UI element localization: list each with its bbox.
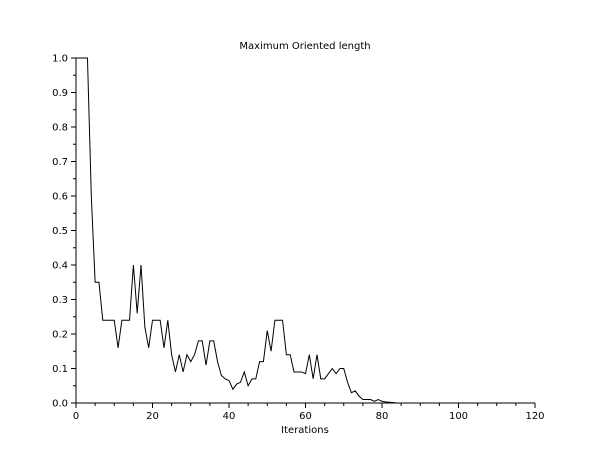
y-tick-label: 0.3: [52, 295, 68, 306]
y-tick-label: 0.7: [52, 157, 68, 168]
y-tick-label: 0.6: [52, 192, 68, 203]
y-tick-label: 0.8: [52, 123, 68, 134]
y-tick-label: 0.0: [52, 399, 68, 410]
series-line: [76, 57, 398, 404]
x-tick-label: 120: [525, 411, 544, 422]
plot-area: [76, 57, 398, 404]
x-tick-label: 0: [73, 411, 79, 422]
y-tick-label: 0.1: [52, 364, 68, 375]
x-tick-label: 60: [299, 411, 312, 422]
y-tick-label: 1.0: [52, 54, 68, 65]
x-tick-label: 20: [146, 411, 159, 422]
y-tick-label: 0.9: [52, 88, 68, 99]
y-tick-label: 0.5: [52, 226, 68, 237]
chart-title: Maximum Oriented length: [239, 41, 370, 52]
ticks: 0 20 40 60 80 100 120 0.0 0.1 0.2 0.3 0.4 0.5 0.6 0.7 0…: [52, 54, 544, 423]
y-tick-label: 0.4: [52, 261, 68, 272]
x-tick-label: 80: [376, 411, 389, 422]
y-tick-label: 0.2: [52, 330, 68, 341]
x-axis-title: Iterations: [281, 425, 329, 436]
x-tick-label: 40: [223, 411, 236, 422]
axes: [75, 58, 535, 404]
x-tick-label: 100: [449, 411, 468, 422]
